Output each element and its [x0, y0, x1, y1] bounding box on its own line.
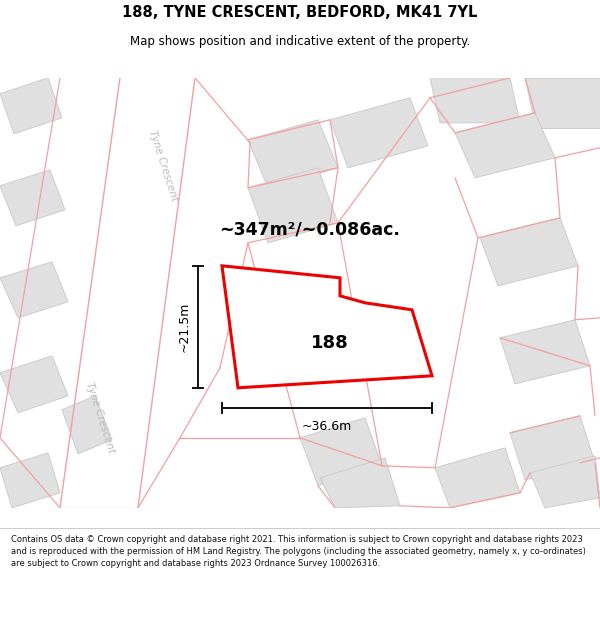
Polygon shape: [525, 78, 600, 128]
Polygon shape: [455, 112, 555, 178]
Polygon shape: [0, 452, 60, 508]
Text: 188: 188: [311, 334, 349, 352]
Text: ~21.5m: ~21.5m: [178, 302, 191, 352]
Polygon shape: [248, 120, 338, 188]
Text: ~347m²/~0.086ac.: ~347m²/~0.086ac.: [220, 221, 400, 239]
Polygon shape: [500, 320, 590, 384]
Polygon shape: [435, 448, 520, 508]
Polygon shape: [0, 170, 65, 226]
Polygon shape: [480, 217, 578, 286]
Text: Contains OS data © Crown copyright and database right 2021. This information is : Contains OS data © Crown copyright and d…: [11, 535, 586, 568]
Polygon shape: [0, 262, 68, 318]
Polygon shape: [320, 458, 400, 508]
Polygon shape: [330, 98, 428, 168]
Text: Map shows position and indicative extent of the property.: Map shows position and indicative extent…: [130, 35, 470, 48]
Polygon shape: [62, 396, 112, 454]
Polygon shape: [248, 168, 338, 242]
Polygon shape: [222, 266, 432, 388]
Text: 188, TYNE CRESCENT, BEDFORD, MK41 7YL: 188, TYNE CRESCENT, BEDFORD, MK41 7YL: [122, 5, 478, 20]
Polygon shape: [0, 356, 68, 412]
Polygon shape: [430, 78, 520, 122]
Polygon shape: [0, 78, 62, 134]
Polygon shape: [530, 456, 600, 508]
Text: ~36.6m: ~36.6m: [302, 420, 352, 432]
Polygon shape: [510, 416, 595, 480]
Text: Tyne Crescent: Tyne Crescent: [84, 381, 116, 454]
Text: Tyne Crescent: Tyne Crescent: [147, 129, 179, 202]
Polygon shape: [300, 418, 382, 486]
